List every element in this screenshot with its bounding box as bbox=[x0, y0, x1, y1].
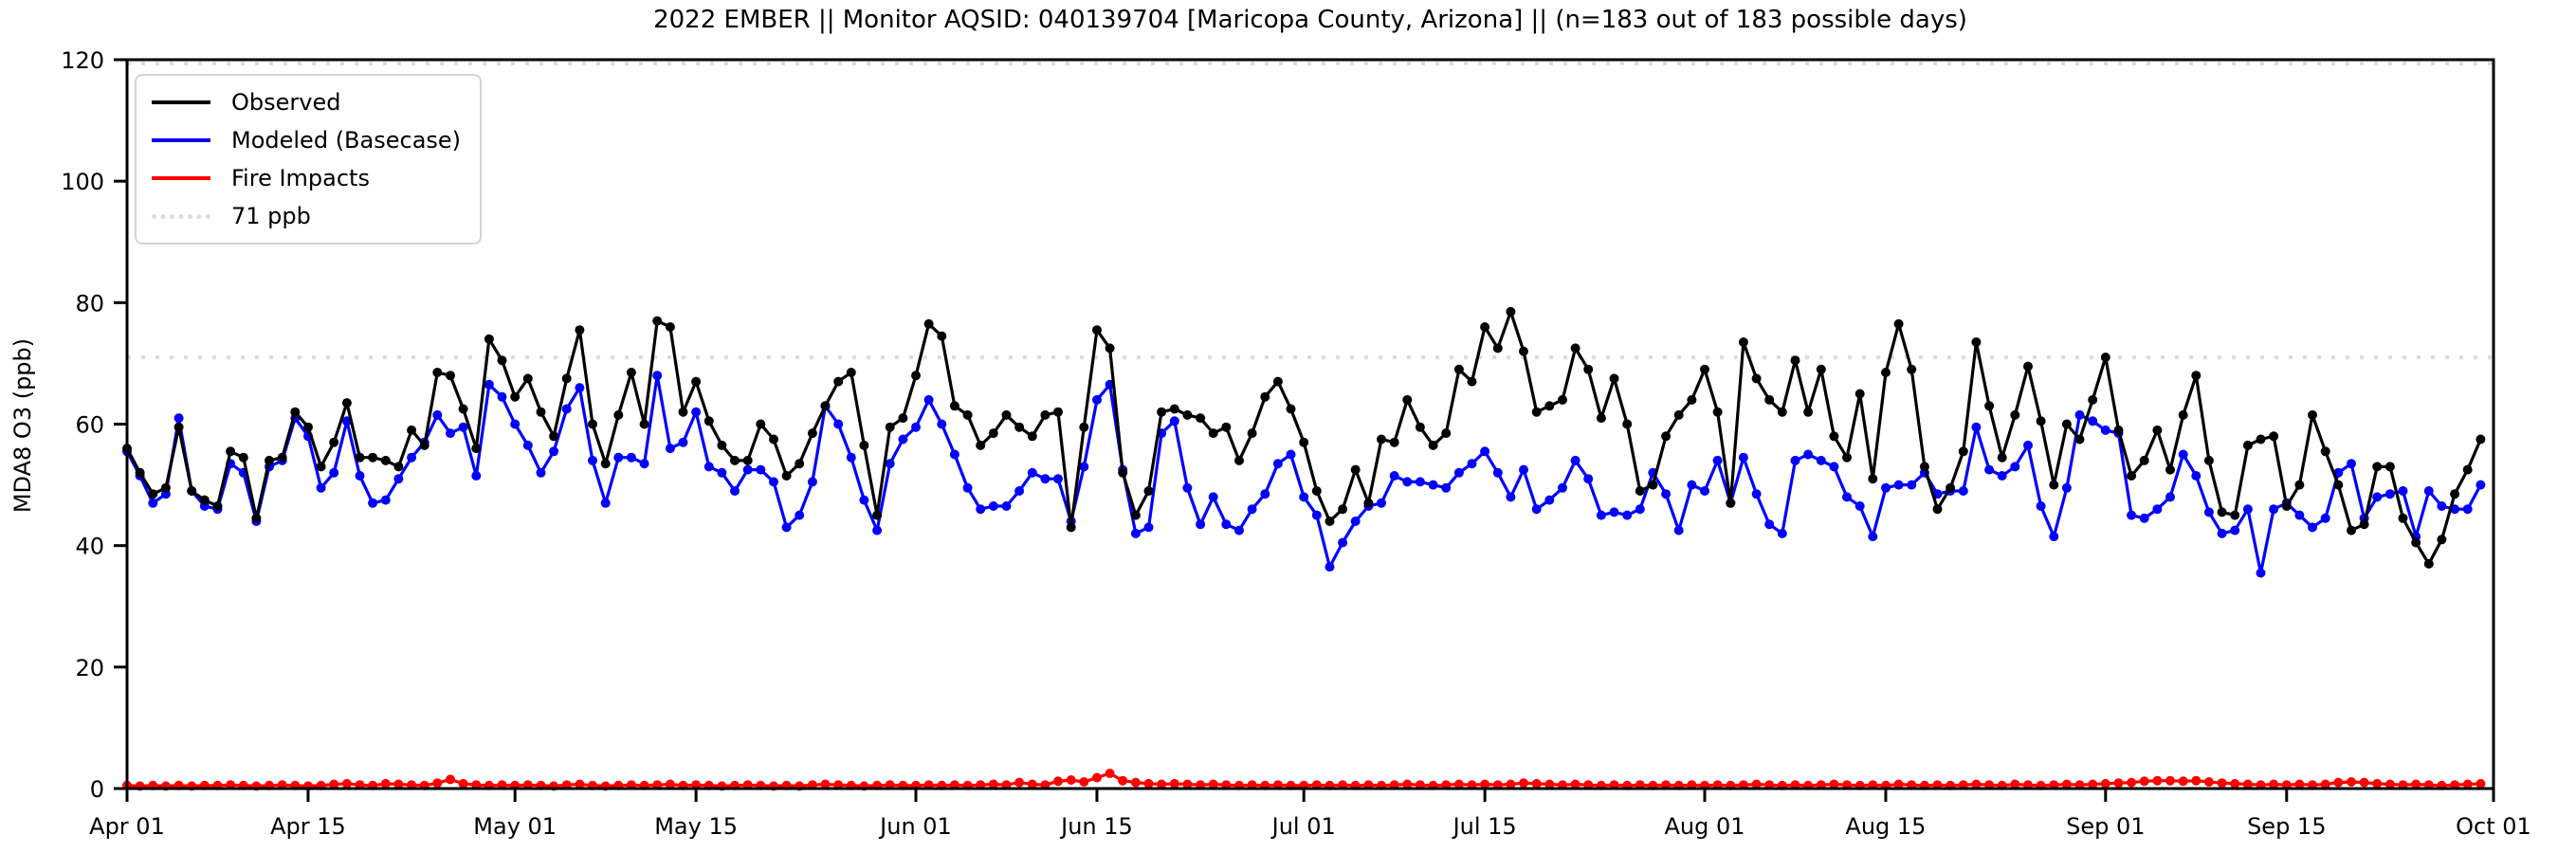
observed-line-sample bbox=[152, 100, 210, 104]
x-tick-label: Jun 15 bbox=[1059, 813, 1133, 840]
x-tick-label: Jul 15 bbox=[1452, 813, 1517, 840]
y-axis: 0 20 40 60 80 100 120 bbox=[61, 47, 127, 803]
chart-title: 2022 EMBER || Monitor AQSID: 040139704 [… bbox=[653, 6, 1967, 34]
fire-line-sample bbox=[152, 176, 210, 180]
y-tick-label: 80 bbox=[75, 290, 104, 317]
y-tick-label: 0 bbox=[90, 776, 104, 803]
legend-item-modeled: Modeled (Basecase) bbox=[152, 123, 461, 157]
x-tick-label: Sep 15 bbox=[2247, 813, 2326, 840]
x-tick-label: Aug 01 bbox=[1664, 813, 1745, 840]
legend-label-fire: Fire Impacts bbox=[231, 165, 370, 191]
x-tick-label: Apr 15 bbox=[270, 813, 346, 840]
x-tick-label: Aug 15 bbox=[1845, 813, 1926, 840]
x-tick-label: Sep 01 bbox=[2066, 813, 2145, 840]
x-tick-label: Apr 01 bbox=[89, 813, 165, 840]
y-tick-label: 100 bbox=[61, 169, 104, 195]
legend-label-threshold: 71 ppb bbox=[231, 203, 311, 229]
y-tick-label: 20 bbox=[75, 655, 104, 681]
legend-item-fire: Fire Impacts bbox=[152, 161, 461, 195]
reference-lines bbox=[127, 62, 2494, 360]
legend: Observed Modeled (Basecase) Fire Impacts… bbox=[135, 74, 483, 245]
modeled-line-sample bbox=[152, 138, 210, 142]
x-tick-label: Jun 01 bbox=[878, 813, 952, 840]
modeled-basecase--series bbox=[122, 371, 2486, 578]
x-tick-label: Jul 01 bbox=[1270, 813, 1336, 840]
x-axis: Apr 01 Apr 15 May 01 May 15 Jun 01 Jun 15 Jul … bbox=[89, 789, 2531, 840]
x-tick-label: May 15 bbox=[654, 813, 738, 840]
y-tick-label: 40 bbox=[75, 534, 104, 560]
y-axis-label: MDA8 O3 (ppb) bbox=[9, 337, 36, 514]
observed-series bbox=[122, 306, 2486, 569]
x-tick-label: May 01 bbox=[473, 813, 557, 840]
threshold-line-sample bbox=[152, 213, 210, 219]
y-tick-label: 120 bbox=[61, 47, 104, 74]
legend-item-observed: Observed bbox=[152, 85, 461, 119]
y-tick-label: 60 bbox=[75, 412, 104, 439]
x-tick-label: Oct 01 bbox=[2456, 813, 2531, 840]
legend-label-observed: Observed bbox=[231, 89, 341, 116]
legend-label-modeled: Modeled (Basecase) bbox=[231, 127, 462, 154]
legend-item-threshold: 71 ppb bbox=[152, 199, 461, 233]
